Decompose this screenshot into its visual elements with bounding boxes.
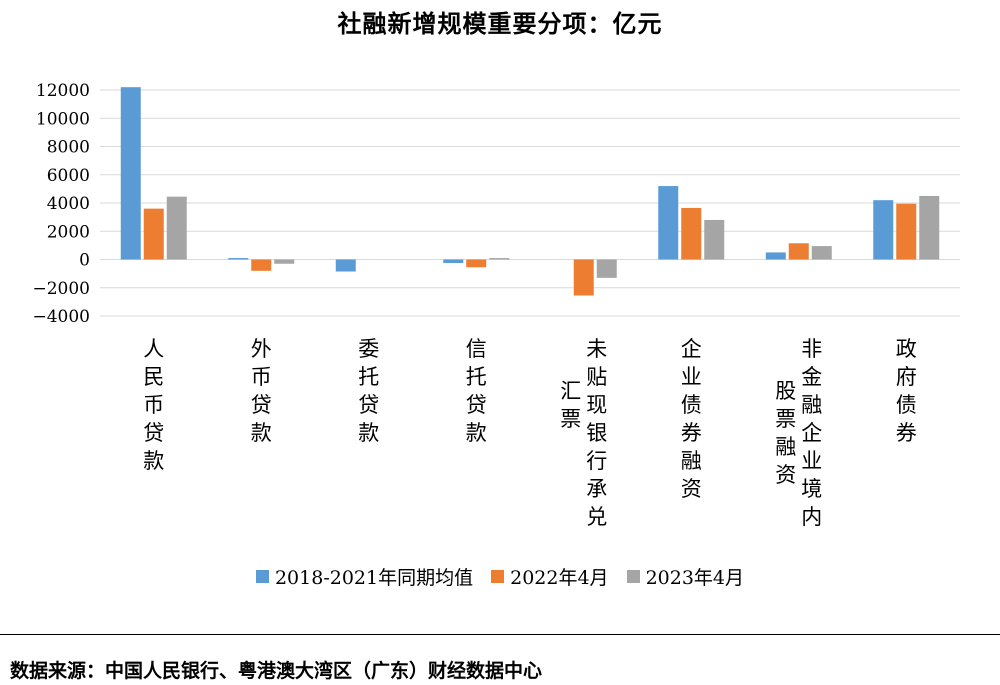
bar-3-8: [919, 195, 940, 260]
legend: 2018-2021年同期均值 2022年4月 2023年4月: [0, 563, 1000, 590]
legend-item-3: 2023年4月: [626, 563, 745, 590]
category-label: 汇票: [560, 379, 581, 431]
source-divider: [0, 634, 1000, 635]
y-tick-label: 8000: [47, 138, 90, 158]
bar-3-4: [489, 258, 510, 260]
chart-title: 社融新增规模重要分项：亿元: [337, 9, 663, 38]
legend-swatch: [491, 570, 505, 583]
legend-swatch: [626, 570, 640, 583]
legend-label: 2018-2021年同期均值: [274, 567, 474, 589]
category-label: 企业债券融资: [681, 337, 702, 501]
y-tick-label: 2000: [47, 222, 90, 242]
bar-2-5: [573, 259, 594, 296]
legend-item-1: 2018-2021年同期均值: [255, 563, 474, 590]
bar-2-6: [681, 207, 702, 260]
gridlines: [100, 89, 960, 317]
bar-3-2: [274, 259, 295, 264]
bar-chart: 12000 10000 8000 6000 4000 2000 0 −2000 −4000 人民…: [32, 81, 960, 529]
bar-2-7: [788, 243, 809, 260]
legend-swatch: [255, 570, 269, 583]
bar-2-4: [466, 259, 487, 268]
y-tick-label: 12000: [36, 81, 90, 101]
bar-3-1: [166, 196, 187, 260]
bars: [120, 87, 940, 296]
bar-2-2: [251, 259, 272, 271]
legend-item-2: 2022年4月: [491, 563, 609, 590]
bar-3-7: [811, 246, 832, 260]
y-tick-label: 0: [79, 251, 90, 271]
y-tick-label: 4000: [47, 194, 90, 214]
category-label: 政府债券: [896, 337, 917, 445]
y-axis-ticks: 12000 10000 8000 6000 4000 2000 0 −2000 −4000: [32, 81, 90, 327]
y-tick-label: 10000: [36, 109, 90, 129]
bar-1-8: [873, 200, 894, 260]
category-label: 信托贷款: [466, 337, 487, 445]
category-label: 未贴现银行承兑: [586, 337, 607, 529]
bar-2-1: [143, 208, 164, 260]
legend-label: 2023年4月: [645, 567, 745, 589]
bar-1-1: [120, 87, 141, 260]
y-tick-label: −4000: [32, 307, 90, 327]
category-label: 非金融企业境内: [801, 337, 822, 529]
bar-2-8: [896, 203, 917, 260]
category-label: 外币贷款: [251, 337, 272, 445]
bar-1-3: [335, 259, 356, 272]
bar-1-4: [443, 259, 464, 264]
category-label: 委托贷款: [358, 337, 379, 445]
source-note: 数据来源：中国人民银行、粤港澳大湾区（广东）财经数据中心: [10, 660, 543, 682]
y-tick-label: 6000: [47, 166, 90, 186]
bar-3-5: [596, 259, 617, 278]
bar-1-2: [228, 258, 249, 260]
y-tick-label: −2000: [32, 279, 90, 299]
bar-1-6: [658, 186, 679, 260]
category-label: 人民币贷款: [143, 337, 164, 473]
bar-1-7: [765, 252, 786, 260]
category-label: 股票融资: [775, 379, 796, 487]
bar-3-6: [704, 219, 725, 260]
legend-label: 2022年4月: [510, 567, 609, 589]
